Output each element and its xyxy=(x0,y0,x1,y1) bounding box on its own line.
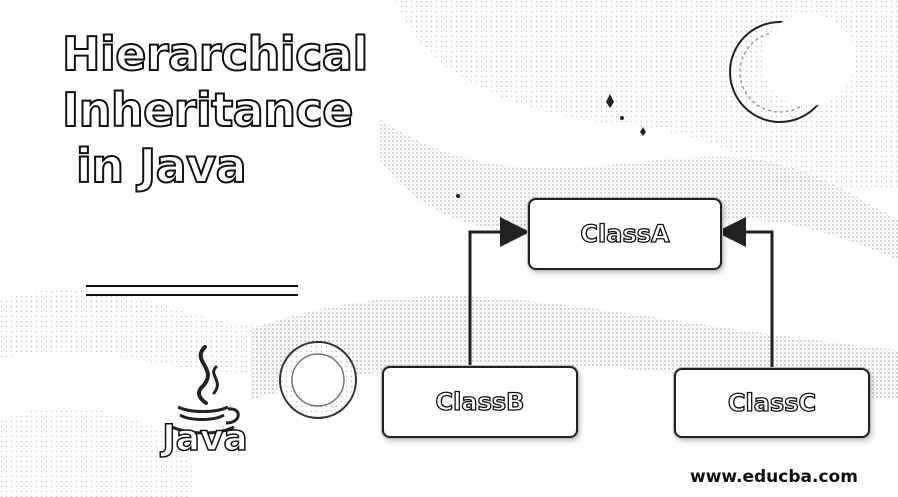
connector-b-to-a xyxy=(468,217,530,366)
class-a-label: ClassA xyxy=(580,219,670,248)
swirl-lower-left xyxy=(0,407,194,497)
java-logo-text: Java xyxy=(162,417,249,460)
class-c-box: ClassC xyxy=(674,368,870,438)
moon-icon xyxy=(729,14,854,123)
title-underline xyxy=(86,285,298,296)
class-b-label: ClassB xyxy=(435,387,525,416)
class-b-box: ClassB xyxy=(382,366,578,438)
title-line-3: in Java xyxy=(75,138,248,194)
page-title: Hierarchical Inheritance in Java xyxy=(61,26,369,194)
planet-icon xyxy=(279,341,357,419)
class-a-box: ClassA xyxy=(528,198,722,270)
title-line-2: Inheritance xyxy=(61,82,355,138)
title-line-1: Hierarchical xyxy=(61,26,369,82)
java-coffee-cup-icon xyxy=(171,345,240,435)
connector-c-to-a xyxy=(716,217,774,368)
sparkle-icons xyxy=(456,94,646,198)
class-c-label: ClassC xyxy=(727,388,817,417)
swirl-left xyxy=(0,289,330,373)
watermark-url: www.educba.com xyxy=(690,467,858,487)
